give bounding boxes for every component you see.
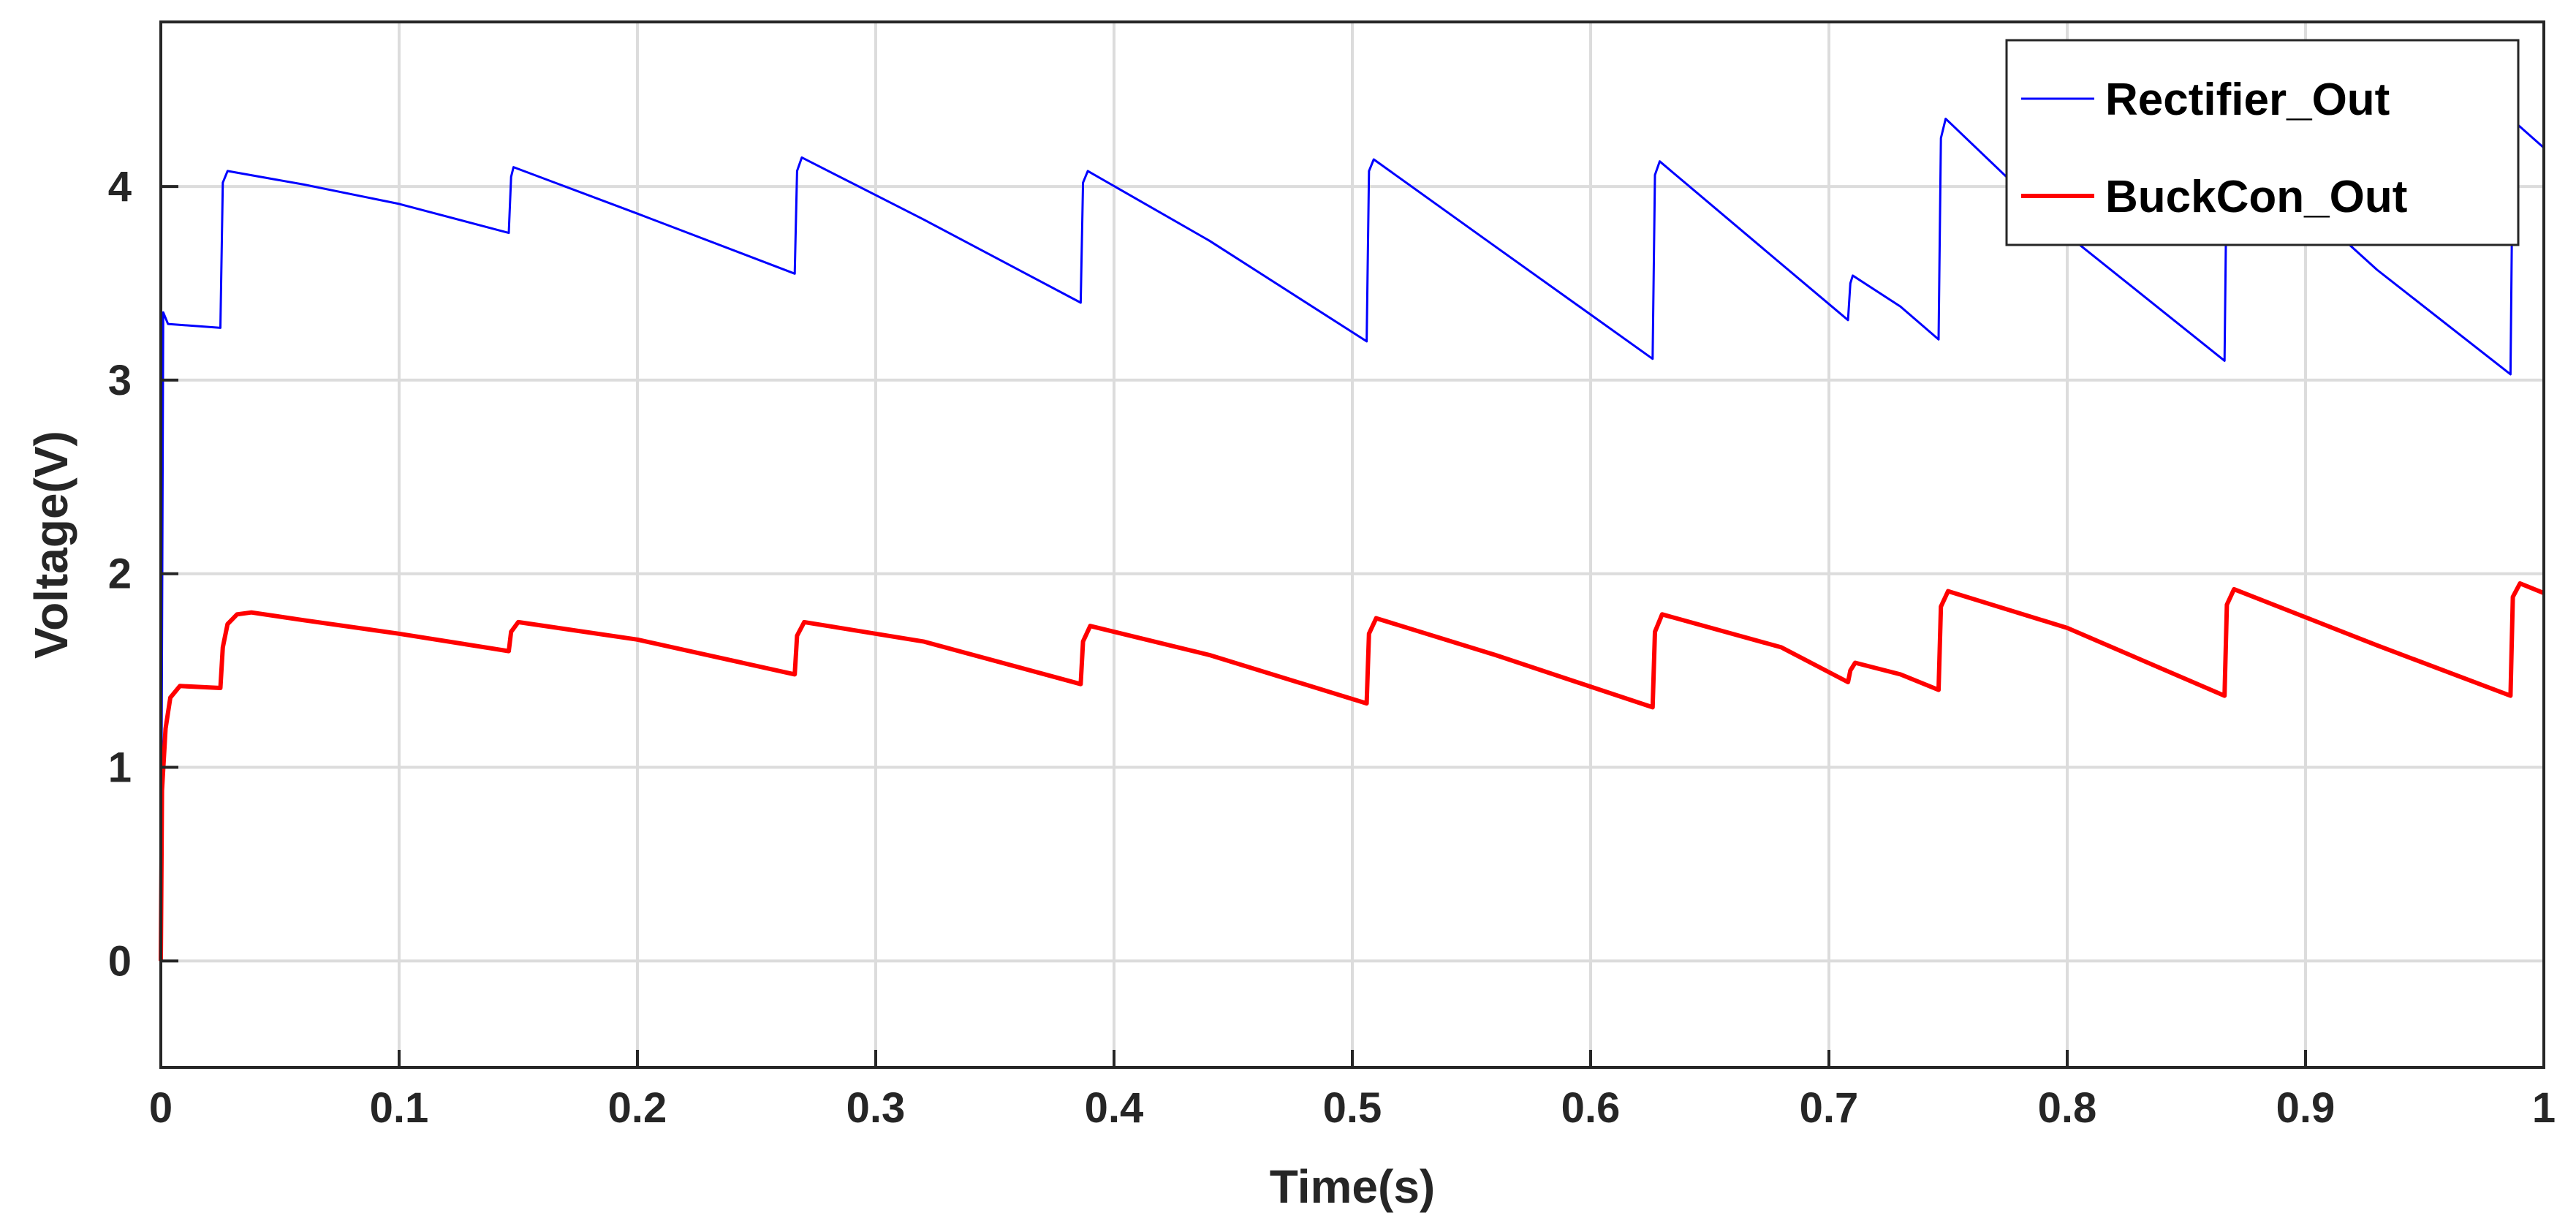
legend-label-rectifier-out: Rectifier_Out [2105,75,2390,125]
x-tick-label: 0 [149,1084,173,1132]
x-tick-label: 0.9 [2276,1084,2336,1132]
series-lines [159,117,2545,961]
series-line-buckcon-out [159,581,2545,961]
y-axis-title: Voltage(V) [25,431,77,659]
x-tick-label: 0.1 [370,1084,429,1132]
x-tick-label: 0.4 [1085,1084,1144,1132]
y-tick-label: 1 [108,744,132,792]
legend-box [2005,39,2520,246]
series-line-rectifier-out [159,117,2545,961]
legend-label-buckcon-out: BuckCon_Out [2105,172,2407,222]
x-tick-label: 0.2 [608,1084,667,1132]
x-tick-label: 1 [2532,1084,2556,1132]
y-tick-label: 0 [108,937,132,985]
x-tick-label: 0.5 [1323,1084,1382,1132]
tick-labels: 0 0.1 0.2 0.3 0.4 0.5 0.6 0.7 0.8 0.9 1 0 1 2 3 4 [108,163,2556,1132]
x-tick-label: 0.6 [1561,1084,1621,1132]
y-tick-label: 4 [108,163,132,211]
x-tick-label: 0.3 [846,1084,906,1132]
y-tick-label: 3 [108,357,132,404]
x-tick-label: 0.8 [2038,1084,2097,1132]
x-tick-label: 0.7 [1800,1084,1859,1132]
x-axis-title: Time(s) [1270,1160,1435,1213]
legend: Rectifier_Out BuckCon_Out [2005,39,2520,246]
y-tick-label: 2 [108,551,132,598]
